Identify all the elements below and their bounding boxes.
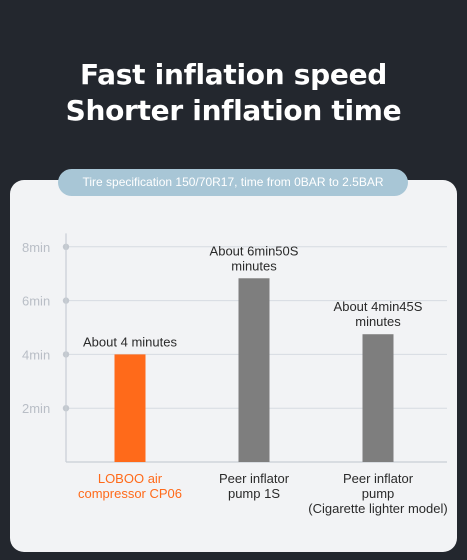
tire-spec-subtitle: Tire specification 150/70R17, time from …: [58, 169, 408, 196]
category-label: Peer inflator: [219, 471, 290, 486]
value-label: minutes: [231, 258, 277, 273]
value-label: minutes: [355, 314, 401, 329]
value-label: About 6min50S: [210, 243, 299, 258]
bar: [362, 334, 394, 462]
y-tick-label: 6min: [22, 294, 50, 309]
category-label: pump 1S: [228, 486, 280, 501]
headline-line-2: Shorter inflation time: [65, 94, 402, 127]
y-tick-label: 4min: [22, 347, 50, 362]
y-tick-label: 8min: [22, 240, 50, 255]
headline-line-1: Fast inflation speed: [79, 58, 388, 91]
value-label: About 4 minutes: [83, 334, 177, 349]
bar: [114, 354, 146, 462]
category-label: Peer inflator: [343, 471, 414, 486]
category-label: (Cigarette lighter model): [308, 501, 447, 516]
category-label: LOBOO air: [98, 471, 163, 486]
value-label: About 4min45S: [334, 299, 423, 314]
bar: [238, 278, 270, 462]
y-tick-label: 2min: [22, 401, 50, 416]
category-label: compressor CP06: [78, 486, 182, 501]
category-label: pump: [362, 486, 395, 501]
